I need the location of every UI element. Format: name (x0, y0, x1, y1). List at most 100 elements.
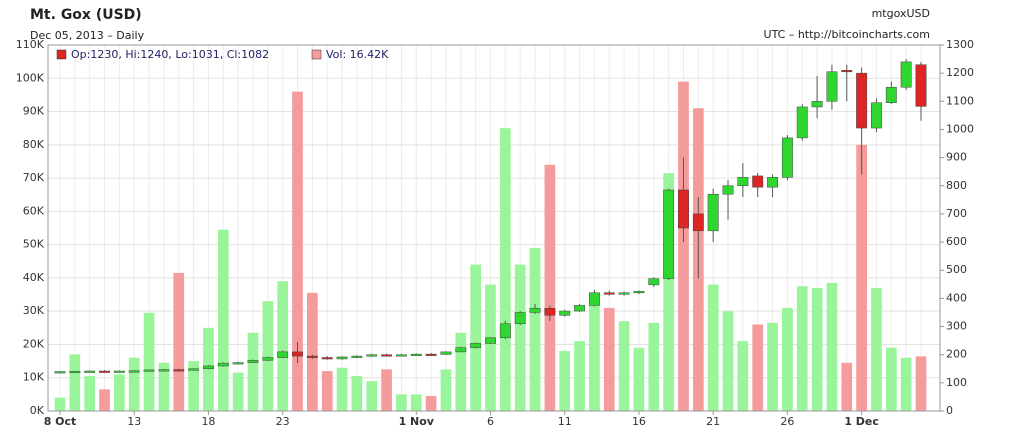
x-tick-label: 16 (632, 415, 646, 428)
candle-body (351, 355, 363, 358)
symbol: mtgoxUSD (872, 7, 930, 20)
x-tick-label: 23 (276, 415, 290, 428)
volume-bar (529, 247, 541, 411)
volume-bar (232, 372, 244, 411)
y2-tick-label: 100 (946, 376, 967, 389)
y-tick-label: 40K (23, 271, 45, 284)
candle-body (173, 369, 185, 372)
x-tick-label: 18 (201, 415, 215, 428)
volume-bar (114, 374, 125, 411)
candle-body (336, 356, 348, 360)
y-tick-label: 10K (23, 371, 45, 384)
x-tick-label: 8 Oct (44, 415, 77, 428)
candle-body (440, 351, 452, 355)
candle-body (395, 354, 407, 357)
candle-body (514, 312, 526, 324)
candle-body (900, 61, 912, 88)
y2-tick-label: 800 (946, 179, 967, 192)
candle-body (633, 291, 645, 294)
candle-body (128, 370, 140, 373)
volume-bar (752, 324, 764, 411)
y2-tick-label: 1000 (946, 122, 974, 135)
volume-bar (885, 347, 897, 411)
chart-title: Mt. Gox (USD) (30, 7, 142, 23)
candle-body (470, 343, 482, 348)
x-tick-label: 6 (487, 415, 494, 428)
y2-tick-label: 1200 (946, 66, 974, 79)
y2-tick-label: 900 (946, 151, 967, 164)
volume-bar (217, 229, 229, 411)
volume-bar (470, 264, 481, 411)
candle-body (618, 292, 630, 295)
y2-tick-label: 500 (946, 263, 967, 276)
y-tick-label: 110K (16, 38, 45, 51)
candle-body (722, 185, 734, 195)
volume-bar (648, 322, 660, 411)
candle-body (781, 137, 793, 178)
volume-bar (425, 396, 437, 411)
volume-bar (69, 354, 81, 411)
volume-bar (707, 284, 719, 411)
volume-bar (128, 357, 140, 411)
candle-body (871, 102, 882, 129)
x-tick-label: 11 (558, 415, 572, 428)
volume-bar (321, 371, 333, 411)
volume-bar (396, 394, 407, 411)
candle-body (247, 360, 259, 363)
candle-body (544, 307, 556, 316)
candle-body (603, 292, 615, 295)
volume-bar (826, 282, 838, 411)
chart-subtitle: Dec 05, 2013 – Daily (30, 29, 145, 42)
source: UTC – http://bitcoincharts.com (764, 28, 930, 41)
legend-volume: Vol: 16.42K (326, 48, 389, 61)
candle-body (796, 106, 808, 139)
volume-bar (841, 362, 853, 411)
volume-bar (514, 264, 526, 411)
volume-bar (307, 292, 318, 411)
y-tick-label: 60K (23, 204, 45, 217)
volume-bar (410, 394, 422, 411)
y2-tick-label: 600 (946, 235, 967, 248)
volume-bar (574, 341, 585, 411)
volume-bar (544, 164, 556, 411)
candle-body (203, 365, 214, 370)
candle-body (262, 357, 274, 361)
candle-body (678, 189, 689, 229)
y-tick-label: 30K (23, 304, 45, 317)
volume-bar (678, 81, 689, 411)
y-tick-label: 70K (23, 171, 45, 184)
candle-body (529, 307, 541, 313)
volume-bar (336, 367, 348, 411)
volume-bar (143, 312, 155, 411)
volume-bar (292, 91, 303, 411)
volume-bar (203, 327, 214, 411)
volume-bar (559, 351, 571, 411)
legend-ohlc: Op:1230, Hi:1240, Lo:1031, Cl:1082 (71, 48, 269, 61)
volume-bar (84, 376, 96, 411)
volume-bar (173, 272, 185, 411)
volume-bar (871, 287, 882, 411)
y2-tick-label: 0 (946, 404, 953, 417)
x-tick-label: 21 (706, 415, 720, 428)
candle-body (188, 368, 200, 371)
candle-body (381, 354, 393, 357)
volume-bar (737, 341, 749, 411)
volume-bar (663, 173, 674, 411)
x-tick-label: 13 (127, 415, 141, 428)
candle-body (455, 347, 467, 353)
volume-bar (188, 361, 199, 411)
candle-body (915, 64, 927, 107)
volume-bar (158, 362, 170, 411)
volume-bar (277, 281, 289, 411)
candle-body (885, 86, 897, 103)
volume-bar (915, 356, 927, 411)
candle-body (292, 351, 303, 357)
volume-bar (247, 332, 259, 411)
candle-body (113, 370, 125, 373)
candle-body (277, 351, 289, 358)
volume-bar (99, 389, 110, 411)
volume-bar (366, 381, 378, 411)
volume-bar (633, 347, 645, 411)
candle-body (588, 292, 600, 306)
candle-body (692, 213, 704, 232)
